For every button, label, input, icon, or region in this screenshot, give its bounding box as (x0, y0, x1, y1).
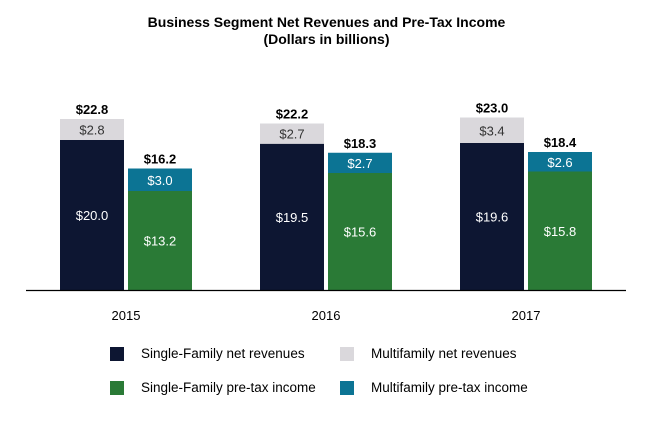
legend-swatch (110, 380, 124, 395)
bar-segment-multifamily-net-revenues-2016 (260, 123, 324, 144)
x-tick-label: 2017 (512, 308, 541, 323)
legend-item-multifamily-pre-tax-income: Multifamily pre-tax income (340, 380, 528, 395)
chart-subtitle: (Dollars in billions) (263, 31, 390, 47)
data-label: $2.8 (79, 123, 104, 138)
total-label: $23.0 (476, 101, 509, 116)
legend-swatch (340, 346, 354, 361)
legend-label: Single-Family pre-tax income (141, 380, 316, 395)
data-label: $20.0 (76, 208, 109, 223)
data-label: $3.4 (479, 123, 504, 138)
total-label: $18.3 (344, 136, 377, 151)
bar-segment-multifamily-pre-tax-income-2016 (328, 152, 392, 173)
bar-chart: $20.0 $2.8 $22.8 $13.2 $3.0 $16.2 2015 $19.5 $2.… (26, 101, 626, 323)
total-label: $22.8 (76, 102, 109, 117)
data-label: $15.6 (344, 225, 377, 240)
legend-swatch (110, 346, 124, 361)
data-label: $3.0 (147, 173, 172, 188)
bar-segment-multifamily-net-revenues-2017 (460, 117, 524, 143)
x-tick-label: 2015 (112, 308, 141, 323)
data-label: $2.7 (347, 156, 372, 171)
legend-label: Single-Family net revenues (141, 346, 305, 361)
total-label: $22.2 (276, 107, 309, 122)
data-label: $2.7 (279, 127, 304, 142)
legend-item-single-family-pre-tax-income: Single-Family pre-tax income (110, 380, 316, 395)
bar-segment-multifamily-net-revenues-2015 (60, 119, 124, 140)
bar-segment-multifamily-pre-tax-income-2017 (528, 152, 592, 172)
data-label: $15.8 (544, 224, 577, 239)
data-label: $19.5 (276, 210, 309, 225)
legend-item-multifamily-net-revenues: Multifamily net revenues (340, 346, 517, 361)
chart-title: Business Segment Net Revenues and Pre-Ta… (147, 14, 506, 30)
bar-segment-single-family-net-revenues-2015 (60, 140, 124, 290)
legend-label: Multifamily pre-tax income (371, 380, 528, 395)
data-label: $19.6 (476, 210, 509, 225)
bar-segment-single-family-pre-tax-income-2017 (528, 171, 592, 290)
bar-segment-single-family-pre-tax-income-2015 (128, 191, 192, 290)
x-tick-label: 2016 (312, 308, 341, 323)
data-label: $13.2 (144, 234, 177, 249)
legend-item-single-family-net-revenues: Single-Family net revenues (110, 346, 305, 361)
total-label: $16.2 (144, 152, 177, 167)
total-label: $18.4 (544, 135, 577, 150)
bar-segment-single-family-net-revenues-2016 (260, 143, 324, 290)
data-label: $2.6 (547, 155, 572, 170)
bar-segment-single-family-net-revenues-2017 (460, 143, 524, 290)
legend-label: Multifamily net revenues (371, 346, 517, 361)
legend-swatch (340, 380, 354, 395)
bar-segment-multifamily-pre-tax-income-2015 (128, 168, 192, 191)
bar-segment-single-family-pre-tax-income-2016 (328, 173, 392, 290)
